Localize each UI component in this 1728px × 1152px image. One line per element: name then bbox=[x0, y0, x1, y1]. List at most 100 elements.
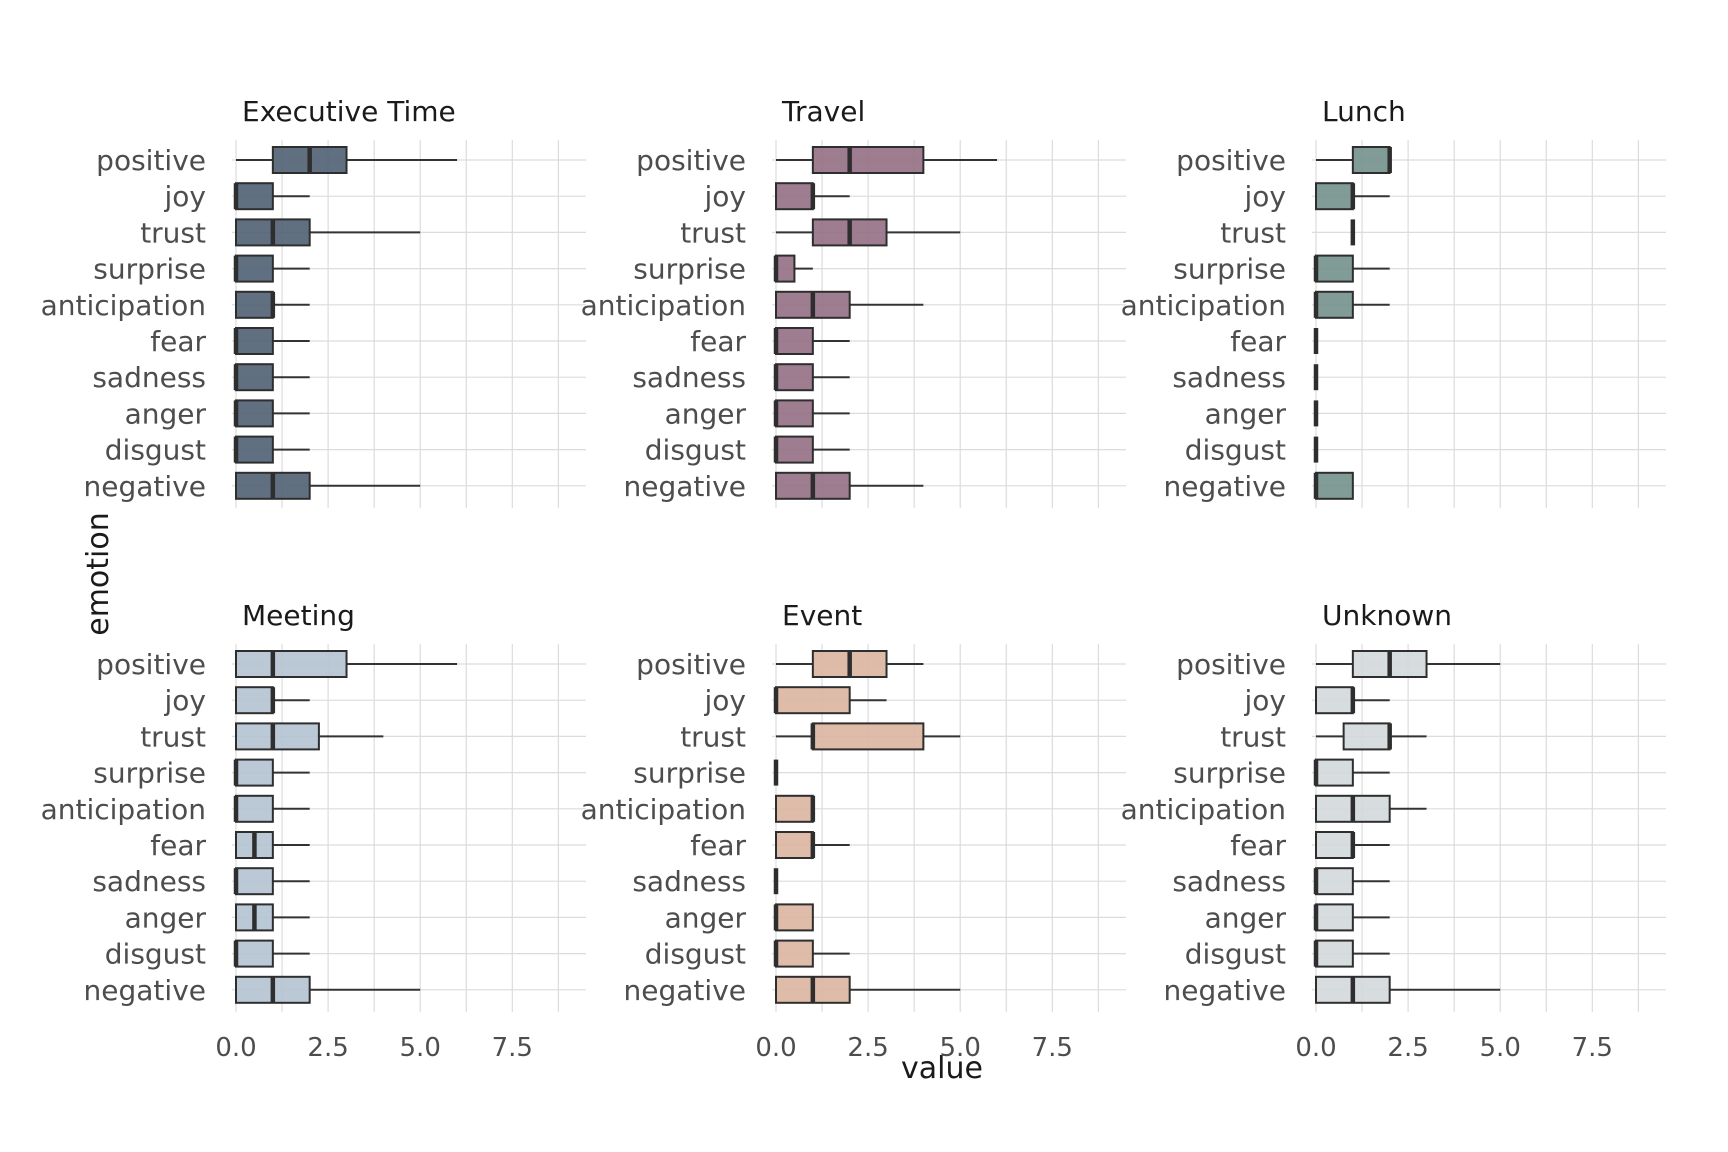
category-label: trust bbox=[1220, 720, 1286, 753]
box-iqr bbox=[235, 686, 274, 715]
category-label: anger bbox=[1205, 901, 1287, 934]
box-disgust bbox=[233, 939, 310, 968]
category-label: disgust bbox=[1185, 434, 1286, 467]
box-fear bbox=[235, 831, 310, 859]
category-label: negative bbox=[624, 470, 746, 503]
panel-title: Meeting bbox=[242, 599, 355, 632]
box-negative bbox=[775, 471, 924, 500]
box-iqr bbox=[811, 146, 925, 174]
box-iqr bbox=[775, 831, 814, 859]
box-fear bbox=[233, 327, 310, 355]
category-label: fear bbox=[150, 325, 206, 358]
box-iqr bbox=[1315, 471, 1354, 500]
panel-title: Unknown bbox=[1322, 599, 1452, 632]
box-iqr bbox=[1315, 831, 1354, 859]
box-iqr bbox=[235, 363, 274, 392]
x-tick-label: 5.0 bbox=[1480, 1033, 1521, 1063]
box-anger bbox=[773, 399, 850, 428]
box-surprise bbox=[233, 254, 310, 283]
box-trust bbox=[1316, 722, 1427, 751]
box-fear bbox=[1315, 831, 1390, 859]
box-iqr bbox=[775, 399, 814, 428]
box-iqr bbox=[235, 290, 274, 319]
box-disgust bbox=[233, 435, 310, 464]
panel-title: Executive Time bbox=[242, 95, 456, 128]
panel-title: Lunch bbox=[1322, 95, 1406, 128]
box-iqr bbox=[1315, 182, 1354, 211]
x-tick-label: 0.0 bbox=[215, 1033, 256, 1063]
box-negative bbox=[1313, 471, 1354, 500]
category-label: joy bbox=[164, 180, 206, 213]
category-label: positive bbox=[636, 648, 746, 681]
category-label: surprise bbox=[93, 253, 206, 286]
box-trust bbox=[235, 218, 421, 247]
box-positive bbox=[776, 146, 998, 174]
box-iqr bbox=[235, 327, 274, 355]
box-iqr bbox=[235, 758, 274, 787]
category-label: trust bbox=[140, 216, 206, 249]
box-iqr bbox=[1342, 722, 1391, 751]
y-axis-title: emotion bbox=[81, 512, 116, 636]
box-iqr bbox=[235, 435, 274, 464]
box-sadness bbox=[233, 867, 310, 896]
category-label: negative bbox=[624, 974, 746, 1007]
box-iqr bbox=[1315, 939, 1354, 968]
category-label: trust bbox=[140, 720, 206, 753]
box-iqr bbox=[1315, 903, 1354, 932]
x-tick-label: 0.0 bbox=[1295, 1033, 1336, 1063]
category-label: negative bbox=[1164, 974, 1286, 1007]
panel-title: Event bbox=[782, 599, 862, 632]
category-label: anticipation bbox=[41, 793, 206, 826]
category-label: anger bbox=[125, 397, 207, 430]
category-label: positive bbox=[96, 144, 206, 177]
category-label: disgust bbox=[105, 434, 206, 467]
category-label: positive bbox=[636, 144, 746, 177]
box-iqr bbox=[235, 650, 348, 678]
box-iqr bbox=[1315, 867, 1354, 896]
category-label: surprise bbox=[93, 757, 206, 790]
x-tick-label: 7.5 bbox=[1572, 1033, 1613, 1063]
box-iqr bbox=[1315, 758, 1354, 787]
category-label: disgust bbox=[105, 938, 206, 971]
box-anticipation bbox=[775, 794, 816, 823]
category-label: joy bbox=[704, 684, 746, 717]
box-fear bbox=[775, 831, 850, 859]
category-label: anticipation bbox=[41, 289, 206, 322]
category-label: sadness bbox=[1172, 865, 1286, 898]
panel-title: Travel bbox=[781, 95, 865, 128]
box-iqr bbox=[235, 722, 320, 751]
box-iqr bbox=[775, 903, 814, 932]
x-tick-label: 2.5 bbox=[1387, 1033, 1428, 1063]
category-label: anger bbox=[1205, 397, 1287, 430]
category-label: fear bbox=[1230, 829, 1286, 862]
category-label: disgust bbox=[1185, 938, 1286, 971]
category-label: sadness bbox=[632, 361, 746, 394]
box-anger bbox=[233, 399, 310, 428]
box-joy bbox=[775, 182, 850, 211]
box-sadness bbox=[233, 363, 310, 392]
category-label: anticipation bbox=[581, 793, 746, 826]
box-positive bbox=[1316, 146, 1392, 174]
box-iqr bbox=[235, 939, 274, 968]
box-iqr bbox=[775, 686, 851, 715]
category-label: surprise bbox=[633, 253, 746, 286]
category-label: joy bbox=[704, 180, 746, 213]
box-sadness bbox=[1313, 867, 1390, 896]
box-positive bbox=[235, 650, 458, 678]
box-anticipation bbox=[235, 290, 310, 319]
x-tick-label: 0.0 bbox=[755, 1033, 796, 1063]
box-iqr bbox=[1315, 686, 1354, 715]
box-anger bbox=[773, 903, 814, 932]
box-iqr bbox=[775, 939, 814, 968]
category-label: joy bbox=[1244, 180, 1286, 213]
box-iqr bbox=[235, 182, 274, 211]
x-tick-label: 2.5 bbox=[307, 1033, 348, 1063]
panel-executive-time: Executive Timepositivejoytrustsurprisean… bbox=[41, 95, 586, 508]
category-label: sadness bbox=[92, 865, 206, 898]
box-iqr bbox=[235, 254, 274, 283]
